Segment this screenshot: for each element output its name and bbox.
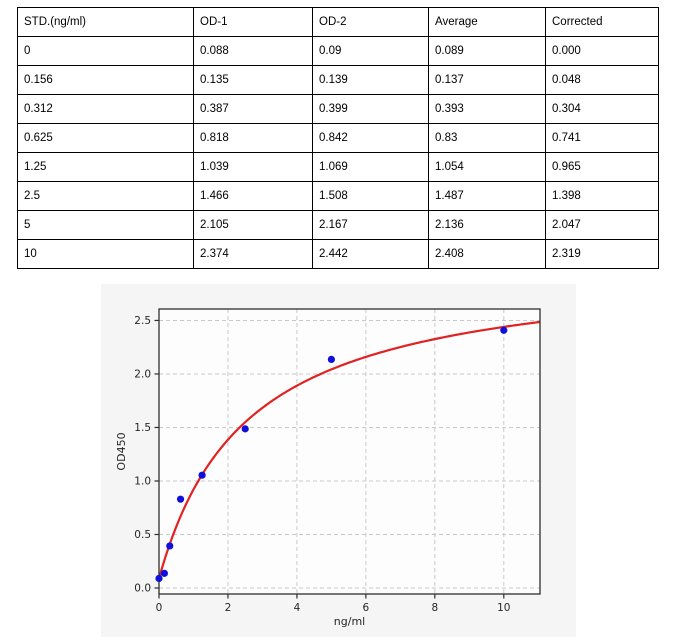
table-row: 1.25 1.039 1.069 1.054 0.965: [17, 152, 659, 182]
plot-frame: [158, 308, 541, 595]
y-tick-label: 1.0: [134, 475, 151, 487]
table-cell: 1.054: [428, 152, 546, 182]
table-cell: 2.374: [193, 239, 313, 269]
table-cell: 0.83: [428, 123, 546, 153]
table-cell: 10: [17, 239, 194, 269]
data-point: [241, 425, 249, 433]
table-cell: 2.167: [312, 210, 429, 240]
y-axis-label: OD450: [115, 432, 128, 470]
data-point: [176, 495, 185, 503]
table-cell: 0.842: [312, 123, 429, 153]
table-row: 0 0.088 0.09 0.089 0.000: [17, 36, 659, 66]
table-cell: 0.304: [545, 94, 659, 124]
table-cell: 1.069: [312, 152, 429, 182]
table-cell: 0.137: [428, 65, 546, 95]
table-row: 0.312 0.387 0.399 0.393 0.304: [17, 94, 659, 124]
table-cell: 0.088: [193, 36, 313, 66]
table-cell: 0.818: [193, 123, 313, 153]
table-cell: 0.625: [17, 123, 194, 153]
table-cell: 0.399: [312, 94, 429, 124]
table-body: 0 0.088 0.09 0.089 0.000 0.156 0.135 0.139 0.137…: [17, 36, 659, 269]
y-tick-label: 2.5: [134, 315, 151, 327]
table-cell: 0.135: [193, 65, 313, 95]
table-cell: 1.25: [17, 152, 194, 182]
data-point: [327, 355, 335, 364]
table-cell: 0.741: [545, 123, 659, 153]
table-cell: 2.442: [312, 239, 429, 269]
table-cell: 1.508: [312, 181, 429, 211]
table-cell: 0.139: [312, 65, 429, 95]
table-cell: 2.408: [428, 239, 546, 269]
standard-curve-chart: 0 2 4 6 8 10 0.0 0.5 1.0 1.5 2.0 2.5 ng/ml OD450: [115, 308, 541, 628]
table-row: 0.625 0.818 0.842 0.83 0.741: [17, 123, 659, 153]
table-cell: 0.089: [428, 36, 546, 66]
y-tick-label: 1.5: [134, 422, 151, 434]
x-tick-label: 8: [431, 602, 438, 614]
table-cell: 1.466: [193, 181, 313, 211]
table-header-row: STD.(ng/ml) OD-1 OD-2 Average Corrected: [17, 7, 659, 37]
x-axis-label: ng/ml: [334, 615, 365, 628]
x-tick-label: 2: [225, 602, 232, 614]
data-point: [166, 542, 174, 550]
table-row: 10 2.374 2.442 2.408 2.319: [17, 239, 659, 269]
column-header: Corrected: [545, 7, 659, 37]
data-point: [198, 471, 206, 479]
table-cell: 0.387: [193, 94, 313, 124]
table-cell: 2.5: [17, 181, 194, 211]
plot-area: [159, 309, 540, 594]
x-tick-label: 6: [363, 602, 370, 614]
table-cell: 0.393: [428, 94, 546, 124]
table-cell: 0.09: [312, 36, 429, 66]
y-tick-label: 2.0: [134, 368, 151, 380]
table-cell: 0.965: [545, 152, 659, 182]
table-cell: 1.398: [545, 181, 659, 211]
y-tick-label: 0.5: [134, 529, 151, 541]
column-header: STD.(ng/ml): [17, 7, 194, 37]
table-cell: 0.156: [17, 65, 194, 95]
data-point: [155, 574, 163, 583]
y-tick-label: 0.0: [134, 583, 151, 595]
table-row: 2.5 1.466 1.508 1.487 1.398: [17, 181, 659, 211]
table-cell: 2.105: [193, 210, 313, 240]
table-cell: 5: [17, 210, 194, 240]
column-header: OD-2: [312, 7, 429, 37]
table-cell: 0.312: [17, 94, 194, 124]
table-cell: 2.136: [428, 210, 546, 240]
table-cell: 0.048: [545, 65, 659, 95]
column-header: OD-1: [193, 7, 313, 37]
table-row: 5 2.105 2.167 2.136 2.047: [17, 210, 659, 240]
standard-curve-figure: 0 2 4 6 8 10 0.0 0.5 1.0 1.5 2.0 2.5 ng/ml OD450: [101, 284, 576, 637]
x-tick-label: 10: [497, 602, 510, 614]
column-header: Average: [428, 7, 546, 37]
table-cell: 2.047: [545, 210, 659, 240]
table-cell: 1.487: [428, 181, 546, 211]
table-cell: 0: [17, 36, 194, 66]
table-cell: 1.039: [193, 152, 313, 182]
data-point: [500, 326, 508, 334]
fit-curve: [157, 320, 541, 579]
data-point: [160, 569, 168, 577]
standards-table: STD.(ng/ml) OD-1 OD-2 Average Corrected 0 0.0…: [17, 7, 659, 269]
x-tick-label: 4: [294, 602, 301, 614]
table-row: 0.156 0.135 0.139 0.137 0.048: [17, 65, 659, 95]
table-cell: 0.000: [545, 36, 659, 66]
table-cell: 2.319: [545, 239, 659, 269]
x-tick-label: 0: [156, 602, 163, 614]
